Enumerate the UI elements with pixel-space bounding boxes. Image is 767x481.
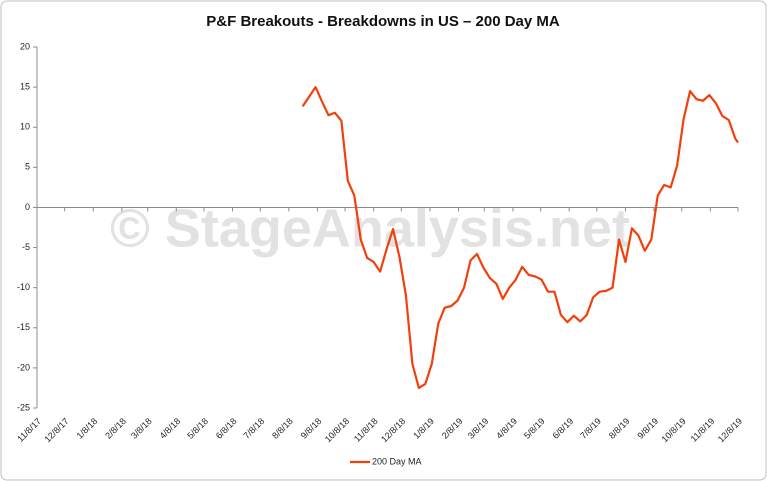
y-tick-label: -10 xyxy=(17,282,30,292)
y-tick-label: -25 xyxy=(17,402,30,412)
y-tick-label: 15 xyxy=(20,81,30,91)
chart-title: P&F Breakouts - Breakdowns in US – 200 D… xyxy=(206,13,560,30)
watermark: © StageAnalysis.net xyxy=(110,198,630,258)
y-tick-label: 10 xyxy=(20,122,30,132)
y-tick-label: -15 xyxy=(17,322,30,332)
y-tick-label: -20 xyxy=(17,362,30,372)
legend-label: 200 Day MA xyxy=(372,456,422,466)
data-line xyxy=(301,86,739,390)
y-tick-label: 5 xyxy=(25,162,30,172)
y-tick-label: -5 xyxy=(22,242,30,252)
y-tick-label: 0 xyxy=(25,202,30,212)
y-tick-label: 20 xyxy=(20,41,30,51)
